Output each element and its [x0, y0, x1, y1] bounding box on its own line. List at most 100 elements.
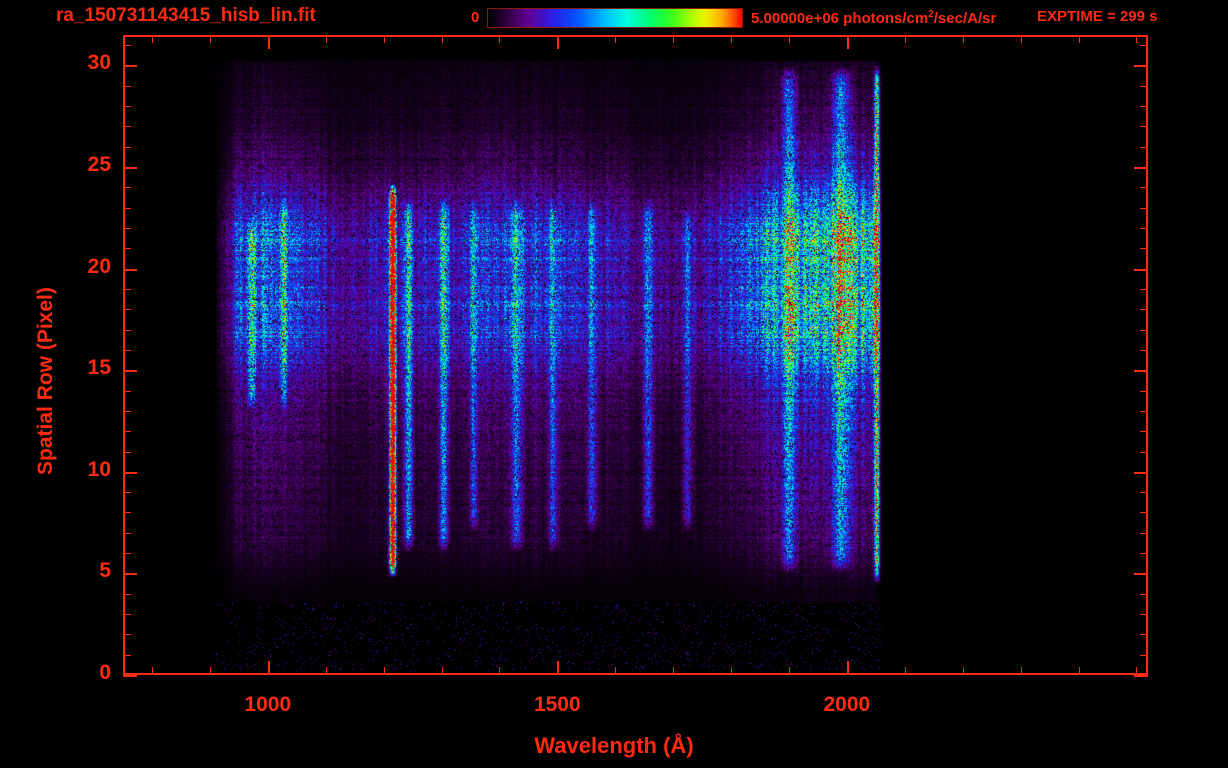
y-minor-tick-right — [1140, 533, 1148, 534]
y-major-tick — [123, 573, 137, 575]
y-major-tick — [123, 65, 137, 67]
x-minor-tick-top — [789, 35, 790, 43]
x-major-tick — [847, 661, 849, 675]
y-minor-tick — [123, 594, 131, 595]
y-minor-tick — [123, 492, 131, 493]
y-minor-tick-right — [1140, 553, 1148, 554]
y-minor-tick-right — [1140, 187, 1148, 188]
y-minor-tick — [123, 248, 131, 249]
x-minor-tick — [1136, 667, 1137, 675]
y-tick-label: 0 — [99, 661, 111, 684]
colorbar-max-exponent: 2 — [928, 9, 934, 20]
x-minor-tick — [1021, 667, 1022, 675]
y-major-tick-right — [1134, 65, 1148, 67]
x-minor-tick-top — [326, 35, 327, 43]
y-minor-tick-right — [1140, 289, 1148, 290]
colorbar-gradient — [487, 8, 743, 28]
y-minor-tick — [123, 452, 131, 453]
plot-frame — [123, 35, 1148, 675]
spectrogram-image — [125, 37, 1146, 673]
y-minor-tick-right — [1140, 106, 1148, 107]
y-minor-tick — [123, 614, 131, 615]
x-minor-tick-top — [905, 35, 906, 43]
x-major-tick — [268, 661, 270, 675]
y-minor-tick-right — [1140, 634, 1148, 635]
y-major-tick-right — [1134, 472, 1148, 474]
y-major-tick-right — [1134, 573, 1148, 575]
y-minor-tick — [123, 431, 131, 432]
x-minor-tick-top — [963, 35, 964, 43]
y-minor-tick — [123, 126, 131, 127]
x-tick-label: 2000 — [823, 693, 871, 716]
x-minor-tick — [442, 667, 443, 675]
y-tick-label: 25 — [87, 153, 111, 177]
x-minor-tick-top — [499, 35, 500, 43]
x-minor-tick — [963, 667, 964, 675]
y-minor-tick — [123, 187, 131, 188]
x-major-tick-top — [847, 35, 849, 49]
y-minor-tick-right — [1140, 452, 1148, 453]
y-tick-label: 15 — [87, 356, 111, 380]
y-minor-tick — [123, 512, 131, 513]
x-minor-tick — [1079, 667, 1080, 675]
y-major-tick — [123, 167, 137, 169]
colorbar-max-suffix: /sec/A/sr — [933, 10, 997, 27]
x-minor-tick — [615, 667, 616, 675]
y-minor-tick-right — [1140, 330, 1148, 331]
y-minor-tick-right — [1140, 512, 1148, 513]
y-minor-tick-right — [1140, 655, 1148, 656]
y-minor-tick-right — [1140, 614, 1148, 615]
y-major-tick-right — [1134, 370, 1148, 372]
y-major-tick — [123, 675, 137, 677]
x-minor-tick-top — [152, 35, 153, 43]
y-minor-tick — [123, 86, 131, 87]
x-minor-tick-top — [731, 35, 732, 43]
x-tick-label: 1000 — [244, 693, 292, 716]
y-minor-tick-right — [1140, 208, 1148, 209]
y-minor-tick-right — [1140, 411, 1148, 412]
exptime-label: EXPTIME = 299 s — [1037, 8, 1158, 25]
y-minor-tick-right — [1140, 86, 1148, 87]
x-major-tick-top — [268, 35, 270, 49]
file-title: ra_150731143415_hisb_lin.fit — [56, 5, 316, 26]
y-minor-tick-right — [1140, 309, 1148, 310]
x-minor-tick — [326, 667, 327, 675]
y-tick-label: 10 — [87, 457, 111, 481]
y-major-tick — [123, 269, 137, 271]
x-minor-tick — [384, 667, 385, 675]
x-minor-tick — [905, 667, 906, 675]
y-minor-tick — [123, 208, 131, 209]
y-minor-tick-right — [1140, 45, 1148, 46]
y-minor-tick-right — [1140, 228, 1148, 229]
x-minor-tick — [731, 667, 732, 675]
y-minor-tick-right — [1140, 147, 1148, 148]
y-major-tick — [123, 370, 137, 372]
x-minor-tick-top — [210, 35, 211, 43]
y-minor-tick — [123, 330, 131, 331]
y-minor-tick — [123, 147, 131, 148]
y-minor-tick — [123, 350, 131, 351]
y-major-tick — [123, 472, 137, 474]
y-minor-tick — [123, 106, 131, 107]
y-major-tick-right — [1134, 269, 1148, 271]
y-minor-tick-right — [1140, 248, 1148, 249]
x-minor-tick — [210, 667, 211, 675]
x-minor-tick-top — [1021, 35, 1022, 43]
y-tick-label: 20 — [87, 254, 111, 278]
y-minor-tick-right — [1140, 350, 1148, 351]
y-tick-label: 30 — [87, 51, 111, 75]
x-minor-tick — [499, 667, 500, 675]
x-minor-tick — [673, 667, 674, 675]
y-major-tick-right — [1134, 167, 1148, 169]
y-tick-label: 5 — [99, 559, 111, 583]
y-axis-label: Spatial Row (Pixel) — [34, 287, 57, 475]
y-minor-tick — [123, 309, 131, 310]
y-minor-tick-right — [1140, 594, 1148, 595]
y-minor-tick — [123, 655, 131, 656]
y-minor-tick — [123, 634, 131, 635]
x-minor-tick — [789, 667, 790, 675]
y-minor-tick-right — [1140, 391, 1148, 392]
y-minor-tick — [123, 228, 131, 229]
y-minor-tick — [123, 553, 131, 554]
y-minor-tick — [123, 289, 131, 290]
